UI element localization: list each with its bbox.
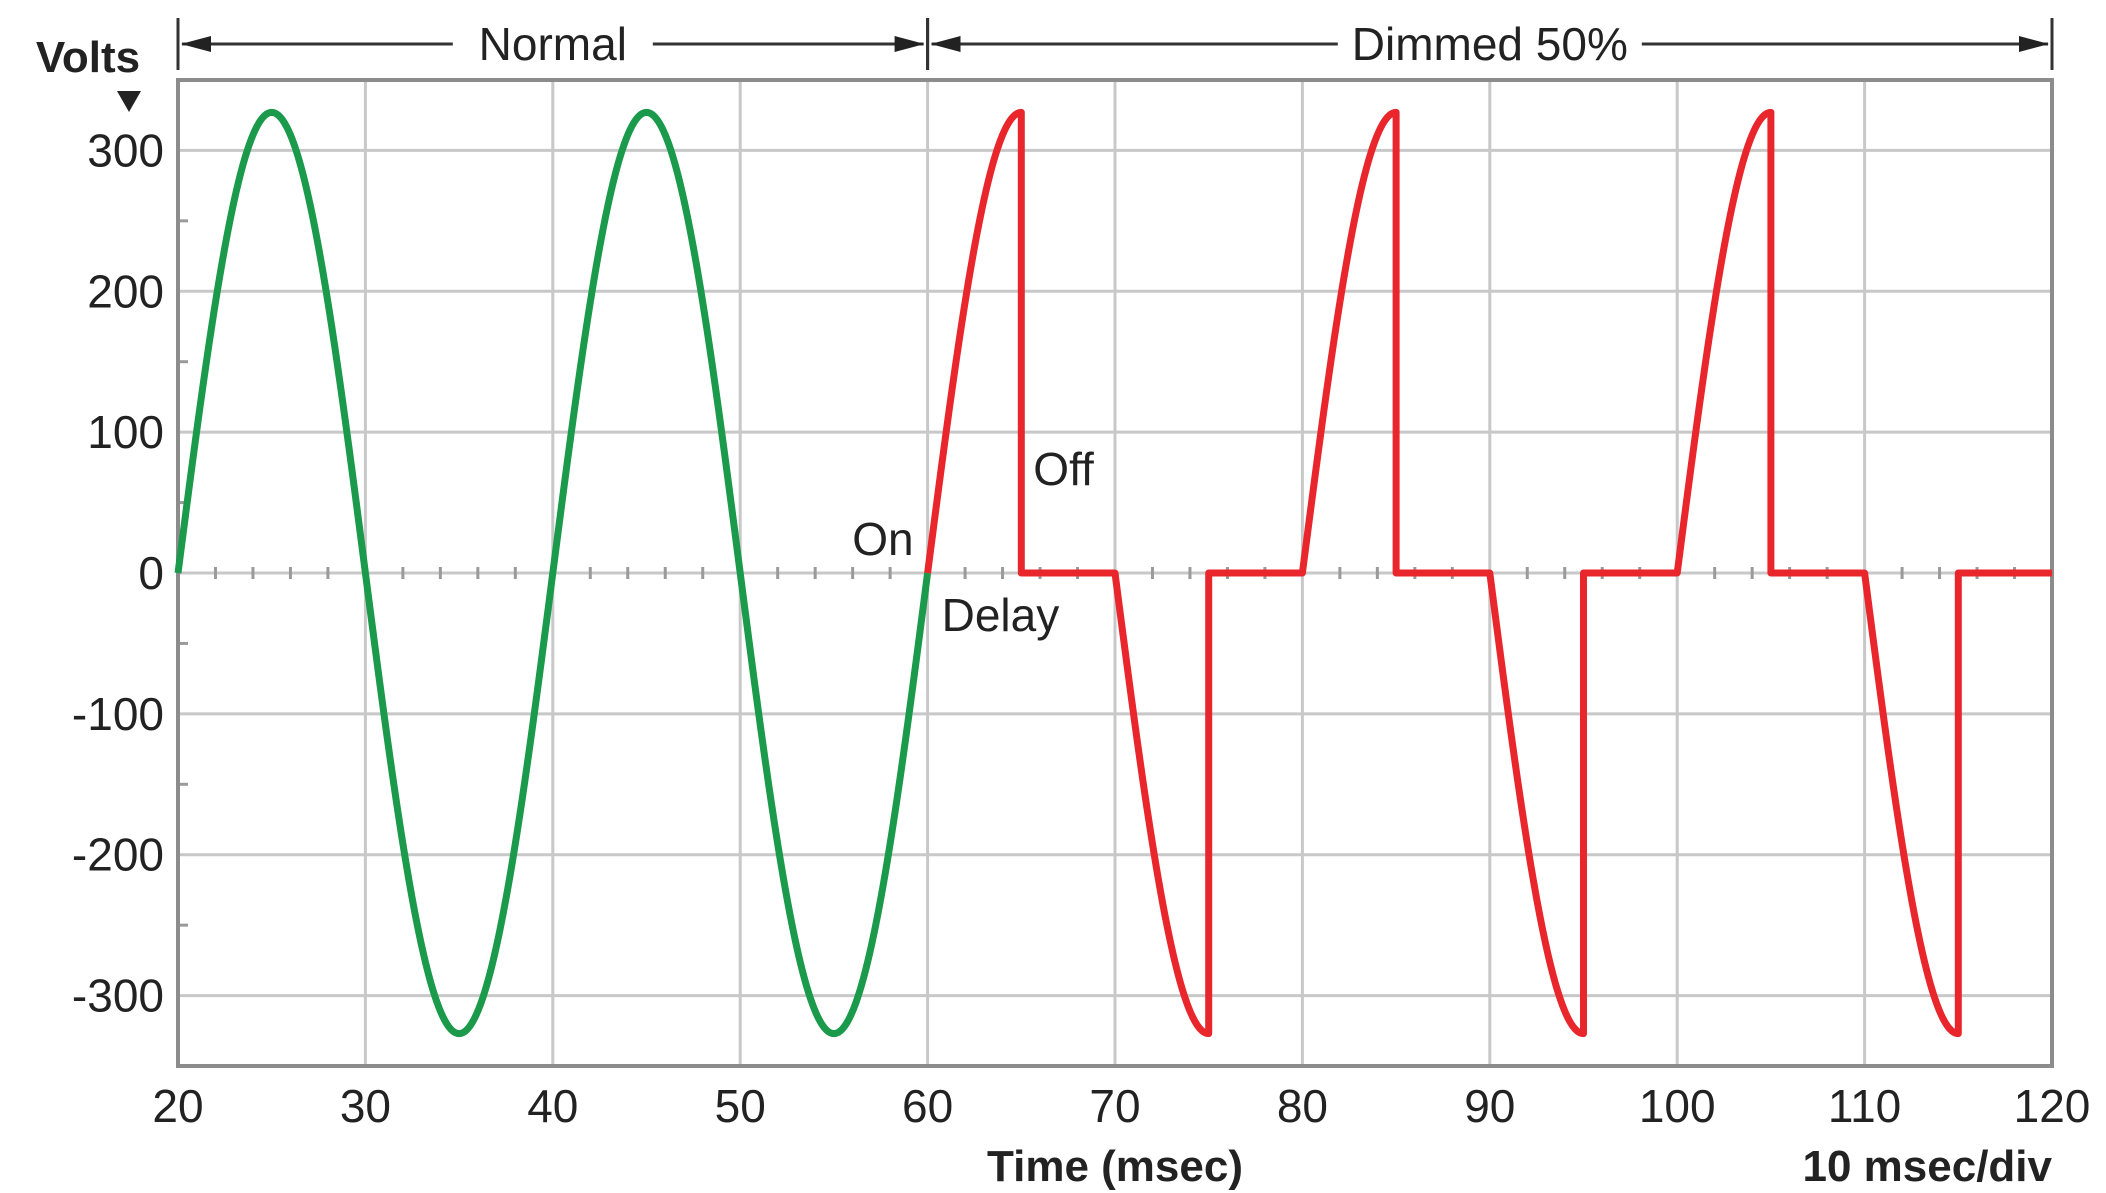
x-tick-label: 120 bbox=[2014, 1080, 2091, 1132]
scale-note: 10 msec/div bbox=[1803, 1142, 2053, 1191]
y-tick-label: 0 bbox=[138, 547, 164, 599]
y-tick-label: -300 bbox=[72, 970, 164, 1022]
y-axis-title: Volts bbox=[36, 33, 140, 82]
x-tick-label: 70 bbox=[1089, 1080, 1140, 1132]
series-layer bbox=[174, 108, 2052, 1038]
x-tick-label: 80 bbox=[1277, 1080, 1328, 1132]
x-tick-label: 60 bbox=[902, 1080, 953, 1132]
annotation-off: Off bbox=[1033, 443, 1094, 495]
span-label: Normal bbox=[479, 18, 627, 70]
span-marker: Normal bbox=[176, 18, 930, 70]
y-tick-label: 200 bbox=[87, 265, 164, 317]
y-tick-label: -200 bbox=[72, 829, 164, 881]
y-tick-labels: 300 200 100 0 -100 -200 -300 bbox=[72, 124, 164, 1021]
x-tick-label: 90 bbox=[1464, 1080, 1515, 1132]
x-tick-label: 110 bbox=[1828, 1080, 1901, 1132]
x-tick-label: 30 bbox=[340, 1080, 391, 1132]
y-tick-label: 100 bbox=[87, 406, 164, 458]
minor-ticks bbox=[178, 219, 2017, 927]
x-tick-label: 50 bbox=[715, 1080, 766, 1132]
x-tick-label: 40 bbox=[527, 1080, 578, 1132]
annotation-on: On bbox=[852, 513, 913, 565]
y-axis-title-arrow-icon bbox=[117, 91, 141, 112]
x-axis-title: Time (msec) bbox=[987, 1142, 1243, 1191]
x-tick-label: 20 bbox=[152, 1080, 203, 1132]
span-marker: Dimmed 50% bbox=[926, 18, 2054, 70]
series-normal-line bbox=[174, 108, 932, 1038]
span-label: Dimmed 50% bbox=[1352, 18, 1628, 70]
x-tick-label: 100 bbox=[1639, 1080, 1716, 1132]
x-tick-labels: 20 30 40 50 60 70 80 90 100 110 120 bbox=[152, 1080, 2090, 1132]
span-markers: Normal Dimmed 50% bbox=[176, 18, 2054, 70]
series-dimmed-line bbox=[924, 108, 2052, 1038]
y-tick-label: 300 bbox=[87, 124, 164, 176]
y-tick-label: -100 bbox=[72, 688, 164, 740]
annotation-delay: Delay bbox=[942, 589, 1060, 641]
